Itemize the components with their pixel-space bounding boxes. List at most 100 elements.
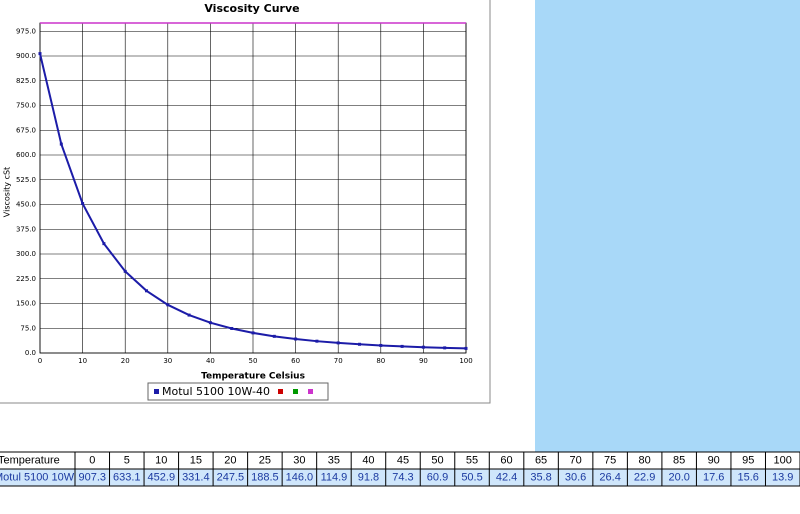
table-header-cell: 35 <box>328 454 340 466</box>
table-value-cell: 60.9 <box>427 471 448 483</box>
data-point <box>208 321 212 325</box>
table-value-cell: 452.9 <box>148 471 176 483</box>
data-point <box>81 202 85 206</box>
side-panel <box>535 0 800 452</box>
table-row-bg <box>0 469 800 486</box>
table-header-cell: 0 <box>89 454 95 466</box>
table-value-cell: 17.6 <box>703 471 724 483</box>
y-axis-label: Viscosity cSt <box>3 167 12 217</box>
table-header-cell: 75 <box>604 454 616 466</box>
table-header-cell: 50 <box>431 454 443 466</box>
table-value-cell: 91.8 <box>358 471 379 483</box>
data-point <box>251 331 255 335</box>
table-value-cell: 15.6 <box>738 471 759 483</box>
y-tick-label: 225.0 <box>16 275 36 283</box>
data-point <box>464 346 468 350</box>
y-tick-label: 75.0 <box>20 324 36 332</box>
y-tick-label: 975.0 <box>16 27 36 35</box>
table-value-cell: 331.4 <box>182 471 210 483</box>
legend-marker <box>278 389 283 394</box>
x-tick-label: 60 <box>291 357 300 365</box>
table-header-cell: 100 <box>774 454 792 466</box>
table-header-cell: 15 <box>190 454 202 466</box>
data-point <box>123 269 127 273</box>
table-value-cell: 26.4 <box>599 471 620 483</box>
table-value-cell: 30.6 <box>565 471 586 483</box>
table-header-cell: 90 <box>708 454 720 466</box>
legend-marker <box>154 389 159 394</box>
data-point <box>294 337 298 341</box>
y-tick-label: 675.0 <box>16 126 36 134</box>
y-tick-label: 0.0 <box>25 349 36 357</box>
table-header-cell: 5 <box>124 454 130 466</box>
legend-label: Motul 5100 10W-40 <box>162 385 270 398</box>
table-value-cell: 42.4 <box>496 471 517 483</box>
x-tick-label: 20 <box>121 357 130 365</box>
x-tick-label: 80 <box>376 357 385 365</box>
table-value-cell: 20.0 <box>668 471 689 483</box>
table-value-cell: 633.1 <box>113 471 141 483</box>
y-tick-label: 525.0 <box>16 176 36 184</box>
x-tick-label: 100 <box>459 357 472 365</box>
data-point <box>166 303 170 307</box>
data-point <box>230 326 234 330</box>
data-point <box>421 345 425 349</box>
y-tick-label: 450.0 <box>16 201 36 209</box>
data-point <box>379 343 383 347</box>
table-value-cell: 13.9 <box>772 471 793 483</box>
data-point <box>358 342 361 346</box>
table-header-cell: 45 <box>397 454 409 466</box>
table-header-cell: 40 <box>362 454 374 466</box>
table-header-cell: 70 <box>569 454 581 466</box>
y-tick-label: 375.0 <box>16 225 36 233</box>
table-header-cell: 20 <box>224 454 236 466</box>
y-tick-label: 300.0 <box>16 250 36 258</box>
table-header-cell: 80 <box>639 454 651 466</box>
data-point <box>315 339 319 343</box>
x-tick-label: 30 <box>163 357 172 365</box>
y-tick-label: 750.0 <box>16 102 36 110</box>
legend-marker <box>308 389 313 394</box>
y-tick-label: 825.0 <box>16 77 36 85</box>
table-value-cell: 247.5 <box>217 471 245 483</box>
data-point <box>102 242 106 246</box>
table-row-label: Motul 5100 10W <box>0 471 75 483</box>
data-point <box>443 346 447 350</box>
legend-marker <box>293 389 298 394</box>
table-value-cell: 114.9 <box>321 471 348 483</box>
table-header-cell: 55 <box>466 454 478 466</box>
table-header-cell: 60 <box>500 454 512 466</box>
data-point <box>187 313 191 317</box>
table-value-cell: 74.3 <box>392 471 413 483</box>
y-tick-label: 900.0 <box>16 52 36 60</box>
x-tick-label: 90 <box>419 357 428 365</box>
data-point <box>38 52 42 56</box>
table-header-cell: 10 <box>155 454 167 466</box>
data-point <box>400 344 404 348</box>
table-value-cell: 146.0 <box>286 471 314 483</box>
table-header-cell: 25 <box>259 454 271 466</box>
chart-title: Viscosity Curve <box>204 2 299 15</box>
x-axis-label: Temperature Celsius <box>201 372 305 382</box>
legend <box>147 382 329 401</box>
table-header-cell: 30 <box>293 454 305 466</box>
table-header-cell: 95 <box>742 454 754 466</box>
table-value-cell: 50.5 <box>461 471 482 483</box>
table-header-cell: 85 <box>673 454 685 466</box>
data-point <box>145 289 148 293</box>
x-tick-label: 40 <box>206 357 215 365</box>
x-tick-label: 0 <box>38 357 42 365</box>
table-header: Temperature <box>0 454 60 466</box>
x-tick-label: 10 <box>78 357 87 365</box>
y-tick-label: 150.0 <box>16 300 36 308</box>
x-tick-label: 50 <box>249 357 258 365</box>
table-value-cell: 22.9 <box>634 471 655 483</box>
data-point <box>272 334 276 338</box>
table-value-cell: 35.8 <box>530 471 551 483</box>
table-value-cell: 188.5 <box>251 471 279 483</box>
table-header-cell: 65 <box>535 454 547 466</box>
y-tick-label: 600.0 <box>16 151 36 159</box>
data-point <box>336 341 340 345</box>
